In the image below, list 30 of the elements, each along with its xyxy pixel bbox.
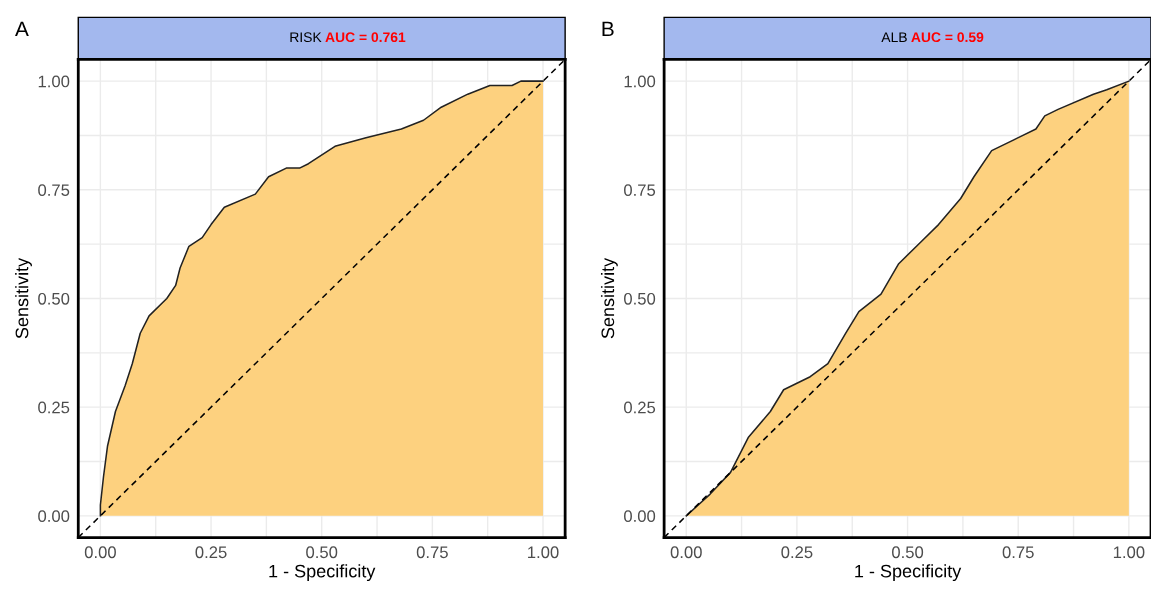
text: A: [15, 21, 29, 37]
chart-title: RISK: [290, 32, 322, 43]
text: B: [602, 21, 614, 37]
x-tick-label: 0.75: [1002, 546, 1034, 559]
y-tick-label: 0.75: [38, 184, 70, 197]
y-tick-label: 0.25: [38, 401, 70, 414]
x-tick-label: 0.00: [670, 546, 702, 559]
y-tick-label: 0.50: [38, 292, 70, 305]
y-tick-label: 0.75: [624, 184, 656, 197]
x-tick-label: 0.50: [892, 546, 924, 559]
x-tick-label: 0.00: [84, 546, 116, 559]
y-tick-label: 0.00: [624, 510, 656, 523]
text: AUC = 0.59: [911, 32, 984, 43]
x-tick-label: 0.25: [781, 546, 813, 559]
y-tick-label: 1.00: [624, 75, 656, 88]
y-tick-label: 0.00: [38, 510, 70, 523]
x-axis-title: 1 - Specificity: [269, 564, 376, 582]
y-tick-label: 1.00: [38, 75, 70, 88]
y-axis-title: Sensitivity: [600, 257, 618, 339]
x-tick-label: 0.50: [306, 546, 338, 559]
x-tick-label: 0.25: [195, 546, 227, 559]
y-tick-label: 0.25: [624, 401, 656, 414]
x-axis-title: 1 - Specificity: [855, 564, 962, 582]
y-axis-title: Sensitivity: [15, 257, 32, 339]
chart-title: ALB: [881, 32, 907, 42]
x-tick-label: 1.00: [1113, 546, 1145, 559]
x-tick-label: 1.00: [528, 546, 559, 559]
text: AUC = 0.761: [325, 32, 406, 43]
x-tick-label: 0.75: [416, 546, 448, 559]
y-tick-label: 0.50: [624, 292, 656, 305]
